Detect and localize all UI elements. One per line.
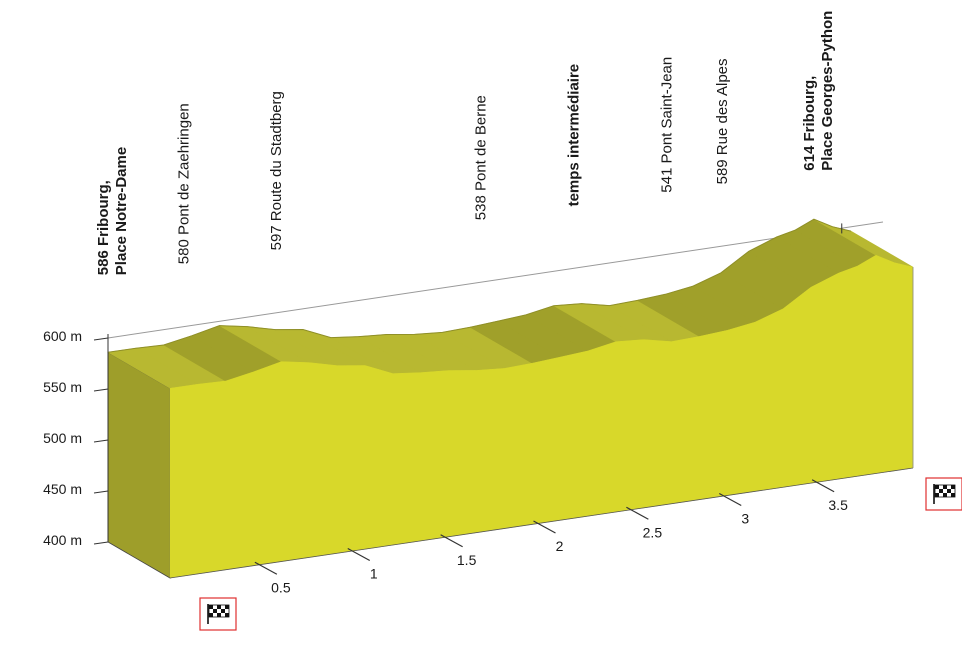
waypoint-label-line: Place Notre-Dame: [113, 147, 130, 275]
y-tick-label: 550 m: [43, 379, 82, 395]
waypoint-label: 614 Fribourg, Place Georges-Python: [801, 11, 836, 171]
flag-box: [925, 477, 962, 511]
y-tick-label: 600 m: [43, 328, 82, 344]
x-tick-mark: [811, 479, 835, 493]
x-tick-label: 0.5: [271, 579, 291, 595]
flag-check: [947, 493, 951, 497]
flag-check: [951, 493, 955, 497]
flag-check: [217, 613, 221, 617]
flag-check: [947, 489, 951, 493]
waypoint-labels: 586 Fribourg, Place Notre-Dame 580 Pont de…: [95, 11, 843, 275]
flag-check: [943, 493, 947, 497]
waypoint-label-line: Place Georges-Python: [819, 11, 836, 171]
profile-body: [107, 218, 914, 579]
x-tick-mark: [533, 520, 556, 534]
flag-check: [217, 609, 221, 613]
flag-check: [939, 489, 943, 493]
flag-cloth: [934, 484, 956, 498]
waypoint-label-line: 597 Route du Stadtberg: [268, 91, 285, 250]
flags: [199, 477, 962, 631]
y-tick-label: 500 m: [43, 430, 82, 446]
waypoint-label-line: 614 Fribourg,: [801, 76, 818, 171]
waypoint-label: 538 Pont de Berne: [473, 95, 490, 220]
flag-check: [217, 605, 221, 609]
left-side-face: [107, 351, 171, 579]
flag-cloth: [208, 604, 230, 618]
y-tick-mark: [93, 337, 109, 341]
waypoint-label-line: 541 Pont Saint-Jean: [658, 57, 675, 193]
x-tick-mark: [254, 561, 278, 575]
x-tick-label: 1.5: [457, 552, 477, 568]
x-tick-mark: [347, 547, 371, 562]
flag-check: [943, 485, 947, 489]
flag-check: [947, 485, 951, 489]
flag-check: [225, 605, 229, 609]
flag-check: [213, 613, 217, 617]
flag-check: [935, 485, 939, 489]
flag-check: [935, 493, 939, 497]
x-tick-label: 3: [741, 511, 749, 527]
waypoint-label: 580 Pont de Zaehringen: [175, 103, 192, 264]
back-ridge-line: [107, 218, 852, 353]
y-axis: 400 m 450 m 500 m 550 m 600 m: [43, 328, 109, 548]
waypoint-label-line: 580 Pont de Zaehringen: [175, 103, 192, 264]
front-face: [169, 254, 914, 579]
y-tick-mark: [93, 439, 109, 443]
waypoint-label: 586 Fribourg, Place Notre-Dame: [95, 147, 130, 275]
x-tick-label: 3.5: [828, 497, 848, 513]
x-tick-mark: [440, 534, 463, 548]
flag-check: [225, 613, 229, 617]
flag-check: [939, 493, 943, 497]
waypoint-label-line: 586 Fribourg,: [95, 180, 112, 275]
flag-check: [935, 489, 939, 493]
flag-check: [209, 609, 213, 613]
x-tick-label: 2: [556, 538, 564, 554]
waypoint-label: 597 Route du Stadtberg: [268, 91, 285, 250]
y-tick-mark: [93, 490, 109, 494]
waypoint-label: temps intermédiaire: [565, 64, 582, 207]
flag-check: [225, 609, 229, 613]
x-tick-label: 1: [370, 566, 378, 582]
flag-check: [943, 489, 947, 493]
flag-check: [951, 489, 955, 493]
y-tick-mark: [93, 541, 109, 545]
y-tick-mark: [93, 388, 109, 392]
flag-check: [221, 613, 225, 617]
waypoint-label: 589 Rue des Alpes: [714, 58, 731, 184]
front-baseline: [169, 467, 914, 579]
y-tick-label: 450 m: [43, 481, 82, 497]
start-flag-icon: [199, 597, 237, 631]
flag-check: [209, 605, 213, 609]
x-tick-mark: [626, 506, 649, 520]
waypoint-label-line: 538 Pont de Berne: [473, 95, 490, 220]
flag-check: [221, 605, 225, 609]
flag-check: [939, 485, 943, 489]
flag-check: [209, 613, 213, 617]
x-axis: 0.5 1 1.5 2 2.5 3 3.5: [254, 479, 848, 595]
grid-line-600: [107, 221, 884, 339]
waypoint-label-line: 589 Rue des Alpes: [714, 58, 731, 184]
x-tick-mark: [718, 492, 742, 507]
waypoint-label: 541 Pont Saint-Jean: [658, 57, 675, 193]
waypoint-label-line: temps intermédiaire: [565, 64, 582, 207]
flag-check: [951, 485, 955, 489]
flag-check: [221, 609, 225, 613]
flag-check: [213, 609, 217, 613]
flag-check: [213, 605, 217, 609]
y-tick-label: 400 m: [43, 532, 82, 548]
x-tick-label: 2.5: [643, 524, 663, 540]
finish-flag-icon: [925, 477, 962, 511]
